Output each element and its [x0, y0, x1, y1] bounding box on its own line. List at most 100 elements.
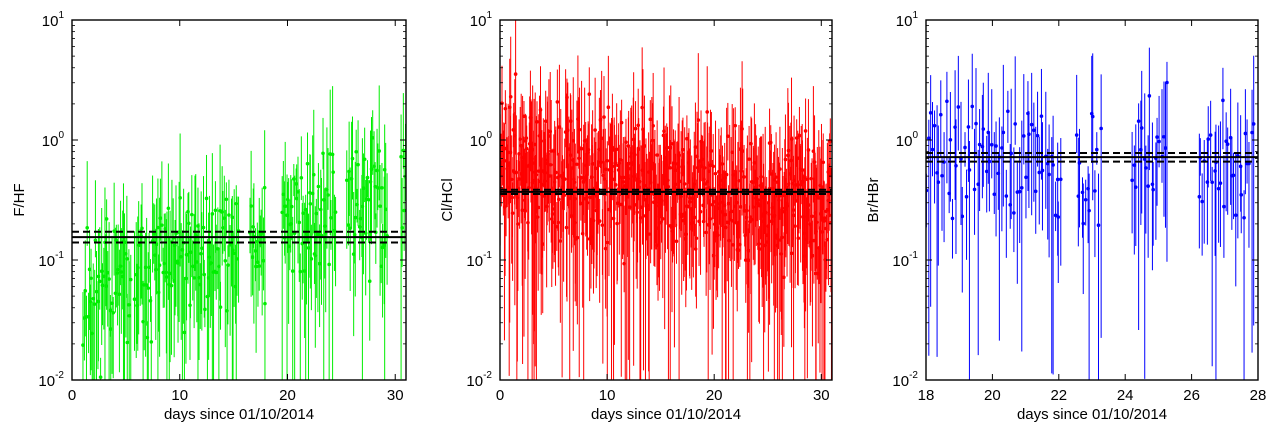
y-tick-label: 10-2	[466, 370, 492, 390]
y-tick-base: 10	[470, 13, 487, 30]
data-point	[585, 200, 590, 205]
data-point	[974, 121, 978, 126]
data-point	[562, 177, 567, 181]
data-point	[257, 264, 262, 268]
data-point	[94, 289, 99, 294]
y-tick-exponent: 0	[486, 130, 492, 141]
data-point	[502, 158, 507, 163]
data-point	[253, 249, 258, 253]
data-point	[333, 210, 338, 214]
data-point	[160, 223, 164, 227]
data-point	[1224, 139, 1228, 143]
y-tick-base: 10	[38, 373, 55, 390]
data-point	[821, 160, 826, 165]
data-point	[759, 174, 763, 179]
data-point	[344, 178, 349, 183]
data-point	[789, 251, 794, 256]
data-point	[1251, 122, 1256, 126]
data-point	[331, 170, 335, 174]
data-point	[149, 340, 154, 344]
data-point	[749, 141, 753, 146]
data-point	[1221, 98, 1225, 103]
data-point	[682, 182, 687, 186]
data-point	[216, 246, 220, 251]
data-point	[737, 178, 741, 183]
data-point	[683, 232, 688, 236]
x-tick-label: 26	[1183, 387, 1200, 404]
data-point	[711, 164, 716, 169]
data-point	[83, 289, 88, 293]
data-point	[1225, 142, 1230, 146]
y-tick-label: 10-2	[38, 370, 64, 390]
data-point	[213, 208, 218, 213]
data-point	[226, 263, 230, 267]
x-tick-label: 30	[813, 387, 830, 404]
data-point	[316, 232, 320, 237]
data-point	[301, 211, 305, 216]
data-point	[305, 161, 310, 166]
data-point	[1035, 133, 1040, 138]
data-point	[509, 177, 514, 182]
data-point	[91, 296, 96, 301]
data-point	[184, 276, 188, 281]
data-point	[562, 193, 567, 198]
data-series	[81, 85, 406, 380]
data-point	[1029, 122, 1034, 127]
data-point	[970, 104, 975, 109]
data-point	[187, 221, 191, 226]
data-point	[987, 159, 992, 164]
data-point	[660, 216, 665, 221]
data-point	[254, 264, 258, 269]
data-point	[1001, 130, 1006, 135]
data-point	[677, 153, 681, 158]
data-point	[1006, 109, 1010, 114]
data-point	[1051, 163, 1055, 167]
data-point	[705, 110, 710, 114]
data-point	[647, 232, 651, 236]
data-point	[668, 166, 672, 170]
y-tick-label: 100	[470, 130, 493, 150]
data-point	[1093, 189, 1097, 193]
data-series	[500, 20, 832, 380]
data-point	[694, 236, 699, 241]
data-point	[346, 223, 351, 227]
data-point	[670, 141, 674, 146]
data-point	[780, 206, 785, 211]
data-point	[809, 176, 814, 181]
data-point	[698, 209, 703, 214]
data-point	[621, 175, 626, 180]
data-point	[932, 123, 937, 128]
data-point	[235, 257, 239, 261]
data-point	[992, 192, 997, 197]
data-point	[290, 269, 295, 273]
y-tick-label: 100	[42, 130, 65, 150]
data-point	[704, 230, 708, 235]
y-axis-label: Br/HBr	[865, 177, 882, 222]
data-point	[309, 257, 314, 261]
data-point	[702, 166, 707, 170]
x-tick-label: 20	[984, 387, 1001, 404]
x-tick-label: 18	[918, 387, 935, 404]
data-point	[797, 133, 802, 138]
data-point	[642, 144, 647, 148]
data-point	[200, 246, 204, 250]
data-point	[81, 343, 85, 347]
data-point	[936, 180, 941, 185]
data-point	[538, 108, 543, 112]
data-point	[144, 283, 149, 287]
y-tick-label: 10-1	[892, 250, 918, 270]
data-point	[1080, 190, 1085, 195]
data-point	[803, 129, 808, 133]
y-tick-label: 100	[896, 130, 919, 150]
data-point	[1210, 180, 1214, 185]
y-tick-exponent: -1	[483, 250, 492, 261]
data-point	[593, 166, 598, 171]
data-point	[89, 276, 93, 281]
data-point	[353, 215, 358, 220]
data-point	[348, 226, 352, 231]
data-point	[92, 302, 97, 306]
data-point	[199, 251, 203, 256]
data-point	[383, 207, 388, 212]
data-point	[380, 185, 384, 190]
data-point	[178, 196, 182, 200]
